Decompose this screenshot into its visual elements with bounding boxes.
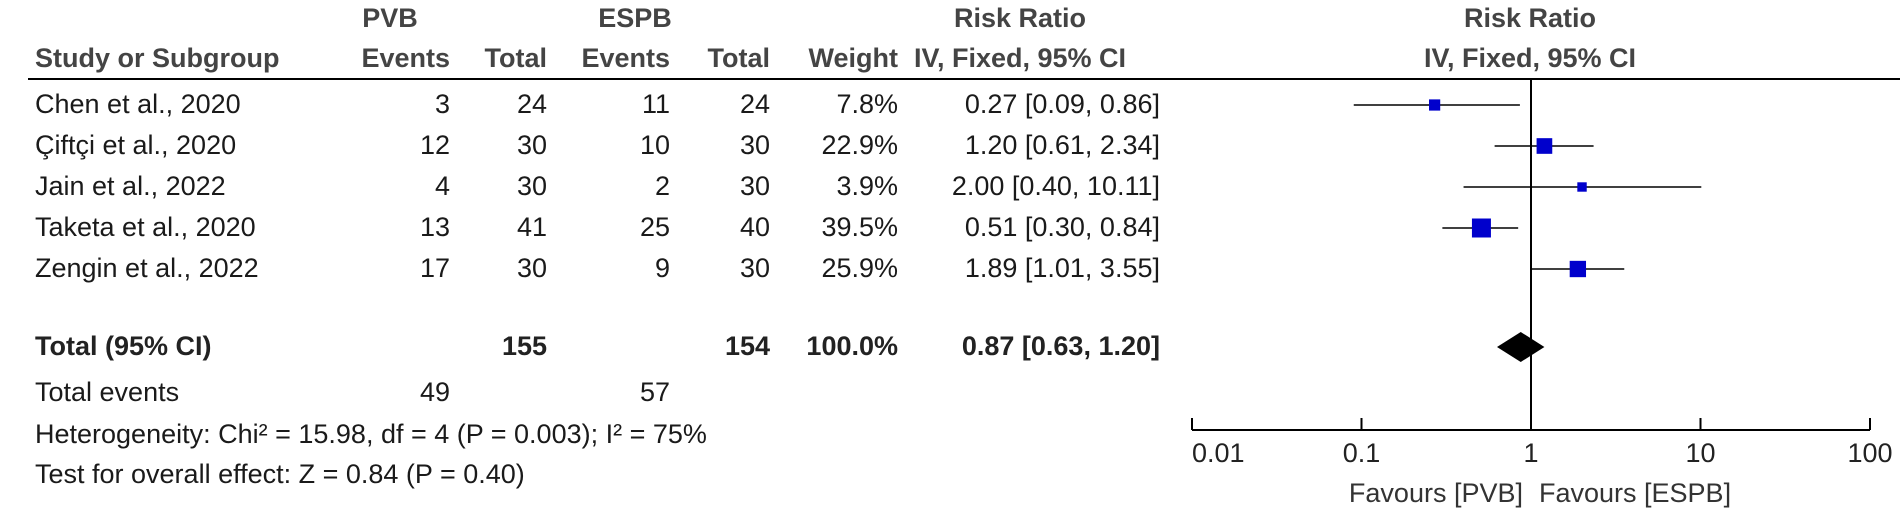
total1-cell: 41 — [516, 212, 547, 242]
weight-cell: 3.9% — [836, 171, 898, 201]
events1-cell: 13 — [419, 212, 450, 242]
rr-method: IV, Fixed, 95% CI — [913, 43, 1127, 73]
study-effect-marker — [1577, 182, 1587, 192]
rr-title: Risk Ratio — [953, 3, 1087, 33]
study-effect-marker — [1569, 260, 1587, 278]
weight-cell: 22.9% — [821, 130, 898, 160]
header-divider — [28, 78, 1900, 80]
events2-cell: 10 — [639, 130, 670, 160]
total-events2: 57 — [639, 377, 670, 407]
study-column-header: Study or Subgroup — [35, 43, 280, 73]
total1-column-header: Total — [484, 43, 548, 73]
total-events-label: Total events — [35, 377, 180, 407]
weight-cell: 7.8% — [836, 89, 898, 119]
events2-cell: 11 — [641, 89, 670, 119]
total2-sum: 154 — [724, 331, 770, 361]
favours-left-label: Favours [PVB] — [1349, 478, 1523, 508]
x-axis-tick-label: 10 — [1685, 438, 1715, 468]
total1-cell: 30 — [516, 130, 547, 160]
rr-cell: 1.20 [0.61, 2.34] — [964, 130, 1160, 160]
total1-sum: 155 — [501, 331, 547, 361]
total-rr: 0.87 [0.63, 1.20] — [961, 331, 1160, 361]
rr-cell: 0.51 [0.30, 0.84] — [964, 212, 1160, 242]
x-axis-tick-label: 100 — [1847, 438, 1892, 468]
weight-cell: 25.9% — [821, 253, 898, 283]
events2-cell: 25 — [639, 212, 670, 242]
events2-column-header: Events — [581, 43, 670, 73]
events1-cell: 12 — [419, 130, 450, 160]
study-effect-marker — [1471, 218, 1491, 238]
total1-cell: 30 — [516, 171, 547, 201]
total1-cell: 30 — [516, 253, 547, 283]
total-events1: 49 — [419, 377, 450, 407]
study-name: Jain et al., 2022 — [35, 171, 226, 201]
total1-cell: 24 — [516, 89, 547, 119]
total-weight: 100.0% — [806, 331, 898, 361]
study-effect-marker — [1429, 99, 1441, 111]
rr-cell: 1.89 [1.01, 3.55] — [964, 253, 1160, 283]
rr-cell: 0.27 [0.09, 0.86] — [964, 89, 1160, 119]
events1-column-header: Events — [361, 43, 450, 73]
plot-title: Risk Ratio — [1463, 3, 1597, 33]
group2-header: ESPB — [598, 3, 672, 33]
heterogeneity-text: Heterogeneity: Chi² = 15.98, df = 4 (P =… — [35, 419, 707, 449]
plot-method: IV, Fixed, 95% CI — [1423, 43, 1637, 73]
rr-cell: 2.00 [0.40, 10.11] — [951, 171, 1160, 201]
events2-cell: 9 — [654, 253, 670, 283]
group1-header: PVB — [362, 3, 418, 33]
study-name: Taketa et al., 2020 — [35, 212, 256, 242]
events1-cell: 17 — [419, 253, 450, 283]
study-name: Zengin et al., 2022 — [35, 253, 259, 283]
total2-cell: 30 — [739, 130, 770, 160]
total2-cell: 30 — [739, 253, 770, 283]
total2-cell: 40 — [739, 212, 770, 242]
study-name: Çiftçi et al., 2020 — [35, 130, 237, 160]
total2-cell: 30 — [739, 171, 770, 201]
total2-cell: 24 — [739, 89, 770, 119]
events1-cell: 4 — [434, 171, 450, 201]
total2-column-header: Total — [707, 43, 771, 73]
study-effect-marker — [1536, 138, 1553, 154]
total-label: Total (95% CI) — [35, 331, 212, 361]
events1-cell: 3 — [434, 89, 450, 119]
favours-right-label: Favours [ESPB] — [1539, 478, 1731, 508]
weight-cell: 39.5% — [821, 212, 898, 242]
events2-cell: 2 — [654, 171, 670, 201]
weight-column-header: Weight — [808, 43, 899, 73]
x-axis-tick-label: 1 — [1523, 438, 1538, 468]
study-name: Chen et al., 2020 — [35, 89, 241, 119]
x-axis-tick-label: 0.01 — [1192, 438, 1245, 468]
x-axis-tick-label: 0.1 — [1343, 438, 1381, 468]
pooled-effect-diamond — [1496, 332, 1545, 362]
overall-effect-text: Test for overall effect: Z = 0.84 (P = 0… — [35, 459, 525, 489]
